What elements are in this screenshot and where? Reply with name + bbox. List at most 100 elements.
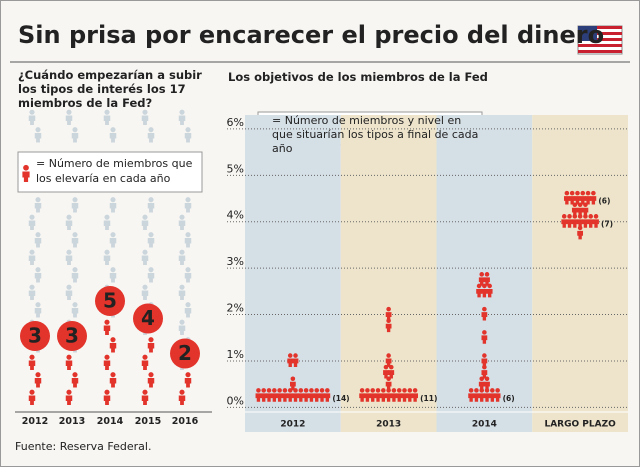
icon-body	[486, 288, 493, 298]
icon-body	[109, 203, 117, 213]
icon-head	[179, 214, 185, 220]
icon-head	[142, 214, 148, 220]
band	[245, 115, 341, 412]
icon-body	[481, 312, 488, 321]
legend-text: = Número de miembros que los elevaría en…	[36, 157, 193, 185]
icon-body	[577, 207, 584, 217]
icon-head	[381, 388, 386, 393]
member-icon-gray	[178, 249, 186, 265]
icon-body	[383, 370, 389, 379]
icon-head	[282, 388, 288, 393]
icon-head	[142, 354, 148, 360]
member-dot	[561, 214, 568, 228]
right-title: Los objetivos de los miembros de la Fed	[228, 70, 488, 84]
icon-head	[325, 388, 330, 393]
icon-body	[313, 393, 320, 402]
icon-body	[385, 393, 392, 402]
icon-body	[28, 115, 36, 126]
member-dot	[494, 388, 501, 402]
icon-body	[319, 393, 325, 402]
member-icon-gray	[65, 214, 73, 230]
icon-body	[184, 378, 192, 388]
member-icon	[141, 354, 149, 370]
icon-body	[28, 290, 36, 300]
icon-body	[141, 220, 149, 230]
icon-head	[567, 214, 572, 219]
icon-head	[104, 249, 110, 255]
icon-head	[569, 190, 575, 196]
member-icon-gray	[184, 302, 192, 318]
icon-head	[104, 319, 110, 325]
member-icon-gray	[184, 267, 192, 283]
member-icon-gray	[28, 109, 36, 126]
member-icon	[34, 372, 42, 388]
member-icon-gray	[109, 267, 117, 283]
icon-body	[71, 308, 79, 318]
icon-head	[142, 389, 148, 395]
member-icon-gray	[71, 127, 79, 143]
icon-head	[179, 389, 185, 395]
member-icon-gray	[178, 284, 186, 300]
icon-head	[290, 376, 296, 382]
icon-body	[178, 255, 186, 265]
icon-body	[287, 393, 294, 402]
count-label: (7)	[601, 220, 613, 229]
icon-body	[297, 393, 304, 402]
icon-body	[141, 395, 149, 405]
icon-head	[104, 389, 110, 395]
member-icon-gray	[34, 232, 42, 248]
icon-body	[178, 290, 186, 300]
icon-head	[185, 232, 191, 238]
icon-head	[72, 197, 78, 203]
icon-body	[184, 273, 192, 283]
icon-body	[303, 393, 310, 402]
headline: Sin prisa por encarecer el precio del di…	[18, 21, 604, 49]
icon-head	[72, 232, 78, 238]
icon-head	[468, 388, 474, 393]
member-icon-gray	[178, 319, 186, 335]
icon-head	[148, 232, 154, 238]
icon-head	[386, 306, 391, 312]
icon-head	[23, 164, 29, 171]
member-dot	[478, 272, 485, 286]
icon-head	[588, 214, 594, 219]
icon-head	[319, 388, 325, 393]
icon-head	[35, 127, 41, 133]
count-label: 3	[28, 324, 42, 348]
icon-head	[185, 197, 191, 203]
icon-head	[293, 353, 298, 358]
icon-head	[314, 388, 320, 393]
icon-head	[66, 109, 72, 115]
icon-body	[561, 219, 568, 228]
member-icon	[103, 319, 111, 335]
member-dot	[579, 190, 586, 205]
member-dot	[569, 190, 576, 205]
member-icon-gray	[184, 127, 192, 143]
x-band-footer	[532, 412, 628, 432]
icon-head	[412, 388, 418, 393]
icon-body	[481, 358, 488, 367]
icon-head	[148, 337, 154, 343]
icon-head	[261, 388, 267, 393]
count-label: 3	[65, 324, 79, 348]
y-tick-label: 6%	[227, 116, 244, 129]
member-dot	[359, 388, 366, 402]
member-icon-gray	[65, 284, 73, 300]
icon-head	[303, 388, 309, 393]
icon-head	[110, 337, 116, 343]
icon-head	[298, 388, 304, 393]
icon-body	[65, 360, 73, 370]
icon-body	[178, 115, 186, 126]
count-badge	[170, 338, 200, 369]
icon-head	[148, 127, 154, 133]
icon-body	[71, 203, 79, 213]
source: Fuente: Reserva Federal.	[15, 440, 151, 453]
icon-body	[308, 393, 315, 402]
x-tick-label: LARGO PLAZO	[544, 420, 616, 430]
member-icon-gray	[178, 214, 186, 230]
icon-body	[71, 378, 79, 388]
icon-body	[396, 393, 403, 402]
member-dot	[289, 376, 296, 391]
member-icon-gray	[103, 249, 111, 265]
